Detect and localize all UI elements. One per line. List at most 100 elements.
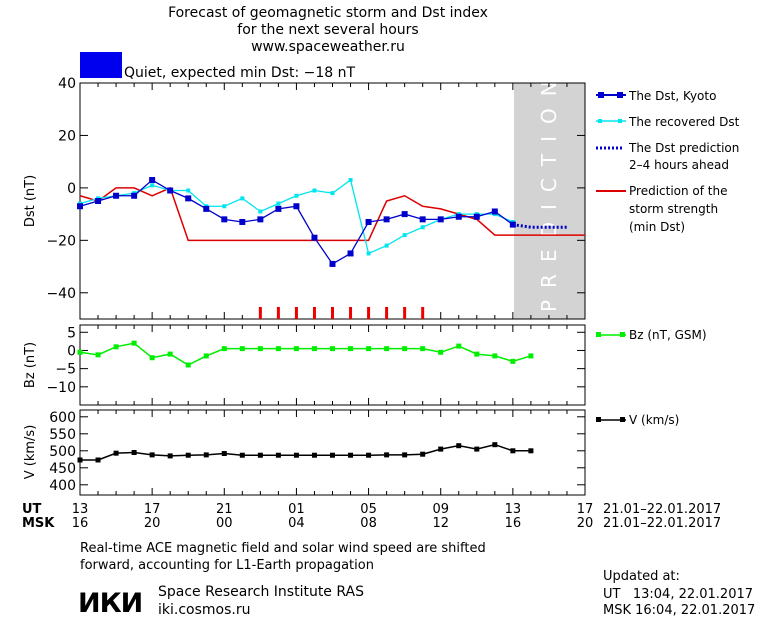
dst-y-tick-label: 20 [58,128,76,144]
bz-y-tick-label: 5 [67,325,76,341]
bz-y-axis: 5 0 −5 −10 [46,325,585,396]
bz-point [293,346,299,352]
v-point [420,451,426,457]
bz-point [185,362,191,368]
recovered-dst-point [348,178,353,183]
ut-tick-label: 17 [144,502,161,517]
iki-logo: ИКИ [78,588,142,619]
dst-prediction-line [512,223,567,229]
v-y-tick-label: 550 [49,427,76,443]
chart-site-url: www.spaceweather.ru [251,39,405,55]
dst-kyoto-point [131,192,138,199]
bz-point [275,346,281,352]
v-point [239,452,245,458]
v-point [275,452,281,458]
msk-tick-label: 04 [288,516,305,531]
bz-point [384,346,390,352]
updated-ut: UT 13:04, 22.01.2017 [603,587,753,602]
dst-y-tick-label: −20 [46,233,76,249]
ut-tick-label: 09 [432,502,449,517]
bz-point [311,346,317,352]
dst-kyoto-point [77,203,83,210]
v-point [221,451,227,457]
updated-msk: MSK 16:04, 22.01.2017 [603,603,755,618]
bz-point [77,349,83,355]
legend-storm-label-2: storm strength [629,202,718,216]
v-point [528,448,534,454]
msk-date-range: 21.01–22.01.2017 [603,516,721,531]
recovered-dst-point [402,233,407,238]
v-y-tick-label: 400 [49,478,76,494]
msk-tick-label: 08 [360,516,377,531]
v-point [348,452,354,458]
legend-prediction-label-1: The Dst prediction [628,141,739,155]
recovered-dst-point [312,188,317,193]
dst-y-tick-label: 0 [67,181,76,197]
dst-y-tick-label: 40 [58,76,76,92]
legend-dst-kyoto-marker [598,92,604,98]
dst-plot-frame [79,82,586,320]
dst-kyoto-point [239,218,246,225]
v-x-ticks [79,410,586,495]
legend-bz-label: Bz (nT, GSM) [629,328,707,342]
dst-kyoto-point [491,208,498,215]
institute-url: iki.cosmos.ru [158,602,250,618]
dst-kyoto-point [419,216,426,223]
v-point [366,452,372,458]
dst-panel: PREDICTION 40 20 0 −20 −40 Dst (nT) [23,69,586,320]
legend: The Dst, Kyoto The recovered Dst The Dst… [596,89,740,427]
bz-point [131,340,137,346]
v-point [456,443,462,449]
status-color-box [80,52,122,78]
legend-v-marker [596,417,601,422]
dst-x-ticks [79,83,586,319]
v-y-tick-label: 600 [49,410,76,426]
recovered-dst-point [276,201,281,206]
ut-tick-labels: 13 17 21 01 05 09 13 17 [72,502,594,517]
v-point [185,452,191,458]
v-point [77,457,83,463]
msk-tick-label: 20 [577,516,594,531]
institute-name: Space Research Institute RAS [158,584,364,600]
dst-kyoto-point [167,187,174,194]
msk-tick-label: 20 [144,516,161,531]
legend-storm-label-1: Prediction of the [629,184,728,198]
bz-point [330,346,335,352]
ut-tick-label: 13 [505,502,522,517]
v-plot-frame [79,409,586,496]
dst-kyoto-point [401,211,408,218]
bz-panel: 5 0 −5 −10 Bz (nT) [23,324,586,406]
v-point [149,452,155,458]
legend-bz-marker [596,332,601,337]
bz-plot-frame [79,324,586,406]
legend-v-marker [620,417,625,422]
bz-x-ticks [79,325,586,405]
bz-point [257,346,263,352]
bz-point [456,343,462,349]
bz-y-tick-label: 0 [67,343,76,359]
msk-tick-label: 00 [216,516,233,531]
bz-point [438,349,444,355]
v-point [402,452,408,458]
bz-point [366,346,372,352]
dst-kyoto-point [95,198,102,204]
bz-y-tick-label: −10 [46,380,76,396]
recovered-dst-point [384,243,389,248]
bz-point [113,344,119,350]
legend-v-label: V (km/s) [629,413,679,427]
bz-point [239,346,245,352]
recovered-dst-point [366,251,371,256]
footer-note-line1: Real-time ACE magnetic field and solar w… [80,541,486,556]
legend-dst-kyoto-label: The Dst, Kyoto [628,89,716,103]
bz-point [95,352,101,358]
storm-strength-line [79,186,585,242]
v-point [95,457,101,463]
v-y-tick-label: 500 [49,444,76,460]
v-line [80,443,531,461]
dst-series-group [77,177,585,319]
recovered-dst-line [79,178,514,255]
ut-tick-label: 05 [360,502,377,517]
msk-tick-label: 16 [72,516,89,531]
